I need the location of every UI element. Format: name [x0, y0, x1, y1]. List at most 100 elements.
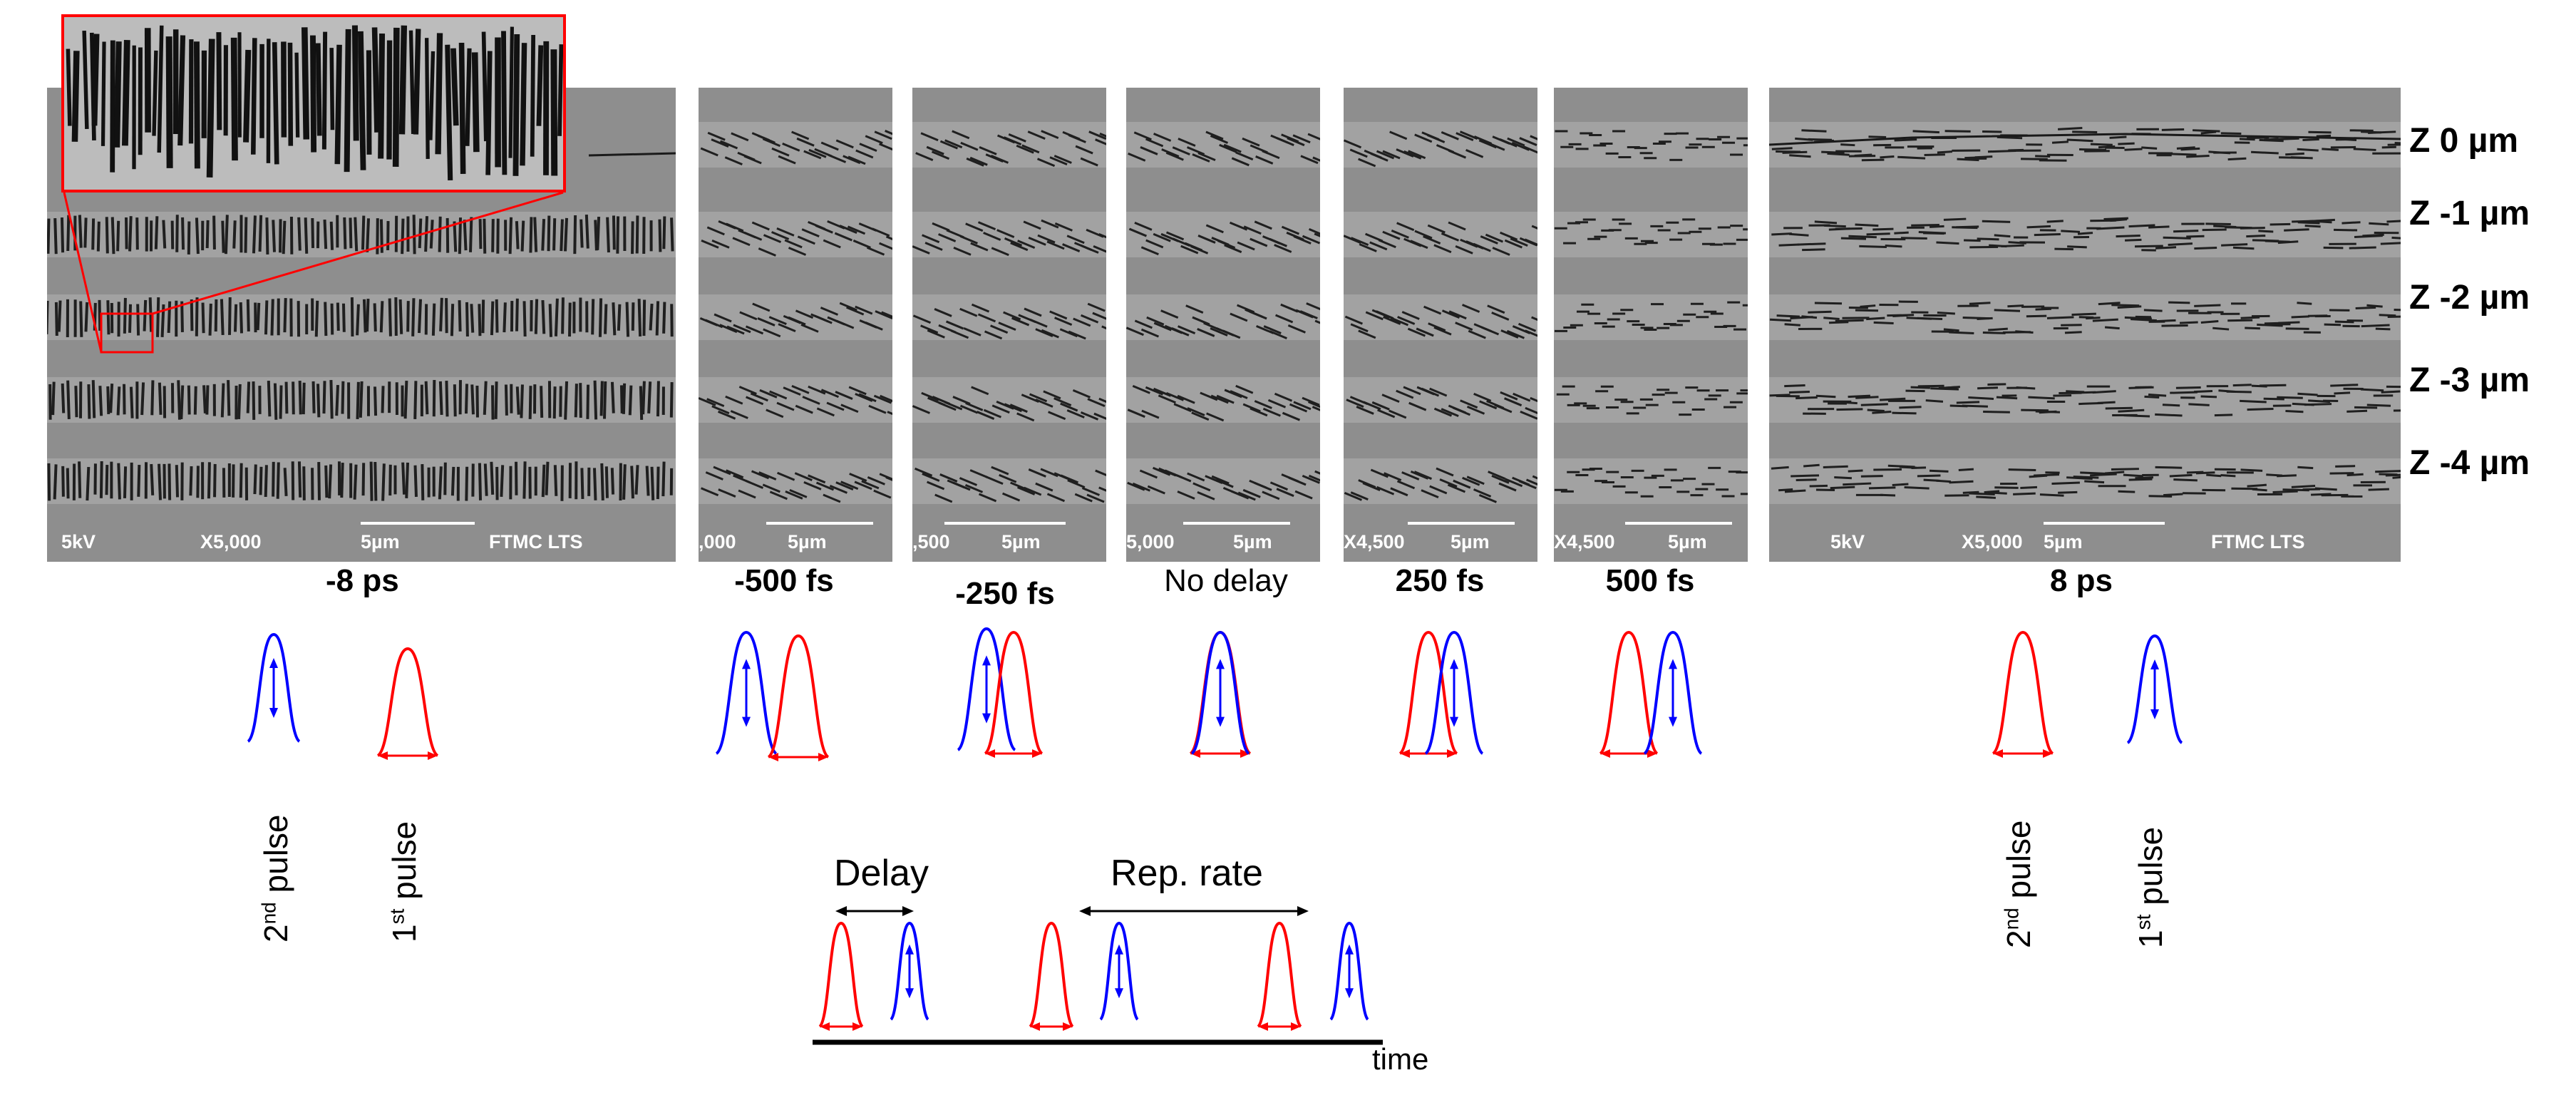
sem-scale: 5µm [788, 531, 827, 552]
first-pulse-shape [984, 630, 1044, 758]
laser-track-band [699, 122, 892, 168]
second-pulse-shape [957, 627, 1016, 751]
second-pulse-shape [1329, 921, 1369, 1021]
ripple-line [101, 41, 106, 146]
laser-track-band [47, 458, 676, 504]
ripple-line [301, 27, 310, 140]
delay-label-500fs: 500 fs [1605, 563, 1695, 598]
first-pulse-shape [1257, 921, 1302, 1031]
sem-magnification: X5,000 [1962, 531, 2023, 552]
ripple-line [512, 34, 520, 176]
timeline-delay-label: Delay [834, 853, 929, 894]
laser-track-band [1344, 377, 1537, 423]
timeline-diagram [813, 906, 1383, 1045]
ripple-line [445, 44, 453, 180]
first-pulse-shape [1398, 630, 1458, 758]
ripple-line [550, 49, 558, 176]
laser-track-band [912, 122, 1106, 168]
sem-scale: 5µm [361, 531, 400, 552]
laser-tracks [1126, 122, 1320, 504]
laser-track-band [1344, 212, 1537, 257]
ripple-line [398, 25, 408, 135]
laser-track-band [47, 212, 676, 257]
laser-track-band [1769, 212, 2401, 257]
sem-scale: 5µm [1451, 531, 1490, 552]
ripple-line [310, 35, 317, 153]
laser-track-band [912, 212, 1106, 257]
ripple-line [481, 31, 488, 142]
ripple-line [206, 38, 215, 178]
second-pulse-shape [1099, 921, 1139, 1021]
zoom-line-left [63, 192, 103, 353]
pulse-pairs [247, 627, 2183, 1031]
laser-tracks [1769, 122, 2401, 504]
sem-panel-minus-250fs: ,500 5µm [912, 88, 1106, 562]
sem-panel-500fs: X4,500 5µm [1554, 88, 1748, 562]
ripple-line [315, 43, 322, 136]
ripple-line [250, 38, 257, 155]
ripple-line [357, 31, 366, 170]
delay-arrowhead-left [835, 906, 847, 916]
scale-bar [1625, 522, 1732, 525]
ripple-line [243, 49, 252, 143]
sem-magnification: ,000 [699, 531, 736, 552]
rep-rate-arrowhead-left [1079, 906, 1091, 916]
depth-label-z2: Z -2 µm [2409, 279, 2530, 317]
ripple-line [177, 35, 186, 146]
laser-tracks [699, 122, 892, 504]
delay-label-minus-8ps: -8 ps [326, 563, 399, 598]
label-second-pulse-left: 2nd pulse [257, 814, 294, 943]
crack-line [1769, 133, 2401, 146]
scale-bar [361, 522, 475, 525]
zoom-line-right [152, 191, 564, 315]
ripple-line [344, 29, 351, 173]
inset-ripples [66, 25, 563, 180]
delay-arrowhead-right [902, 906, 914, 916]
ripple-line [450, 48, 459, 126]
zoom-connector-lines [63, 191, 564, 354]
first-pulse-shape [818, 921, 864, 1031]
ripple-line [91, 34, 100, 126]
sem-voltage: 5kV [61, 531, 96, 552]
laser-track-band [1126, 458, 1320, 504]
laser-track-band [1769, 458, 2401, 504]
ripple-line [216, 32, 222, 130]
ripple-line [294, 52, 300, 138]
sem-magnification: X4,500 [1554, 531, 1615, 552]
first-pulse-shape [767, 634, 830, 761]
ripple-line [386, 40, 393, 160]
ripple-line [351, 25, 359, 141]
ripple-line [465, 48, 472, 146]
timeline-time-label: time [1372, 1042, 1429, 1076]
delay-label-no-delay: No delay [1164, 563, 1288, 598]
ripple-line [230, 37, 238, 161]
ripple-line [329, 48, 335, 130]
first-pulse-shape [1029, 921, 1074, 1031]
crack-line [588, 152, 676, 157]
ripple-line [66, 48, 72, 126]
laser-track-band [1769, 122, 2401, 168]
second-pulse-shape [715, 630, 778, 755]
sem-lab: FTMC LTS [489, 531, 583, 552]
sem-lab: FTMC LTS [2211, 531, 2305, 552]
delay-label-250fs: 250 fs [1395, 563, 1485, 598]
laser-track-band [1554, 458, 1748, 504]
scale-bar [2044, 522, 2165, 525]
laser-track-band [1769, 377, 2401, 423]
laser-track-band [1126, 122, 1320, 168]
depth-label-z1: Z -1 µm [2409, 195, 2530, 232]
ripple-line [458, 42, 466, 174]
sem-panel-minus-500fs: ,000 5µm [699, 88, 892, 562]
ripple-line [557, 44, 563, 136]
first-pulse-shape [376, 647, 439, 760]
sem-panel-no-delay: 5,000 5µm [1126, 88, 1320, 562]
delay-label-minus-500fs: -500 fs [734, 563, 834, 598]
ripple-line [82, 30, 89, 129]
ripple-line [114, 41, 122, 148]
laser-track-band [1769, 294, 2401, 340]
label-second-pulse-right: 2nd pulse [2000, 820, 2037, 949]
delay-label-8ps: 8 ps [2049, 563, 2113, 598]
sem-magnification: 5,000 [1126, 531, 1175, 552]
second-pulse-shape [890, 921, 929, 1021]
sem-scale: 5µm [1001, 531, 1041, 552]
